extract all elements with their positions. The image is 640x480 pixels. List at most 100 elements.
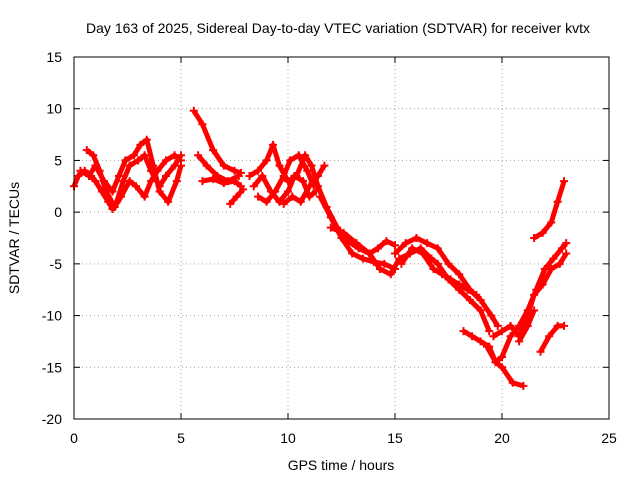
data-point <box>89 151 98 160</box>
data-point <box>271 187 280 196</box>
data-point <box>463 285 472 294</box>
data-point <box>288 192 297 201</box>
series-line <box>492 252 569 339</box>
data-point <box>209 175 218 184</box>
data-point <box>498 363 506 372</box>
series-line <box>399 245 478 298</box>
data-point <box>433 259 442 268</box>
series-line <box>256 152 317 205</box>
data-point <box>536 347 545 356</box>
series-track-w <box>515 306 539 346</box>
series-line <box>538 323 565 354</box>
x-tick-label: 10 <box>280 430 296 446</box>
data-point <box>74 171 83 180</box>
data-point <box>307 161 316 170</box>
data-point <box>239 185 248 194</box>
data-point <box>164 197 173 206</box>
data-point <box>305 182 314 191</box>
data-point <box>262 156 271 165</box>
data-point <box>557 244 566 253</box>
data-point <box>549 254 558 263</box>
series-line <box>79 137 184 205</box>
data-point <box>498 352 506 361</box>
data-point <box>352 239 361 248</box>
data-point <box>326 223 335 232</box>
data-point <box>433 244 442 253</box>
chart-title: Day 163 of 2025, Sidereal Day-to-day VTE… <box>86 20 590 36</box>
data-point <box>476 306 485 315</box>
data-point <box>121 156 130 165</box>
data-point <box>249 182 258 191</box>
series-line <box>85 148 183 210</box>
y-tick-label: -10 <box>42 308 62 324</box>
data-point <box>489 332 498 341</box>
data-point <box>401 239 410 248</box>
data-point <box>258 171 267 180</box>
x-tick-label: 15 <box>387 430 403 446</box>
data-point <box>132 182 141 191</box>
data-point <box>275 197 284 206</box>
data-point <box>386 270 395 279</box>
data-point <box>423 239 432 248</box>
data-point <box>538 228 547 237</box>
data-point <box>269 140 278 149</box>
data-point <box>491 358 500 367</box>
data-point <box>506 321 515 330</box>
data-point <box>538 280 547 289</box>
data-point <box>530 290 539 299</box>
data-point <box>397 259 406 268</box>
data-point <box>155 187 164 196</box>
data-point <box>547 218 556 227</box>
data-point <box>219 179 228 188</box>
data-point <box>523 321 532 330</box>
data-point <box>294 151 303 160</box>
data-point <box>438 270 447 279</box>
data-point <box>560 177 569 186</box>
data-point <box>313 171 322 180</box>
data-point <box>303 166 312 175</box>
data-point <box>373 244 382 253</box>
data-point <box>348 249 357 258</box>
series-line <box>317 195 397 272</box>
data-point <box>286 156 295 165</box>
data-point <box>219 161 228 170</box>
data-point <box>142 135 151 144</box>
data-point <box>254 192 263 201</box>
series-line <box>532 180 567 241</box>
data-point <box>177 156 185 165</box>
data-point <box>162 171 171 180</box>
data-point <box>84 171 93 180</box>
data-point <box>162 156 171 165</box>
data-point <box>547 265 556 274</box>
data-point <box>198 177 207 186</box>
data-point <box>476 296 485 305</box>
data-point <box>472 290 481 299</box>
x-tick-label: 5 <box>177 430 185 446</box>
data-point <box>376 265 385 274</box>
data-point <box>412 234 421 242</box>
data-point <box>279 199 288 208</box>
y-tick-label: 5 <box>54 152 62 168</box>
data-point <box>530 306 539 315</box>
series-track-v <box>536 321 569 356</box>
data-point <box>487 311 496 320</box>
data-point <box>226 199 235 208</box>
y-tick-label: -15 <box>42 359 62 375</box>
grid-lines <box>74 57 609 419</box>
data-point <box>506 332 515 341</box>
data-point <box>234 171 243 180</box>
data-point <box>245 171 254 180</box>
data-point <box>391 249 399 258</box>
data-point <box>134 156 143 165</box>
data-point <box>91 177 100 186</box>
data-point <box>553 197 562 206</box>
data-point <box>140 192 149 201</box>
data-point <box>446 275 455 284</box>
data-point <box>202 161 211 170</box>
data-point <box>465 296 474 305</box>
y-tick-label: 10 <box>46 101 62 117</box>
data-point <box>391 241 399 250</box>
data-point <box>508 378 517 387</box>
data-point <box>114 171 123 180</box>
